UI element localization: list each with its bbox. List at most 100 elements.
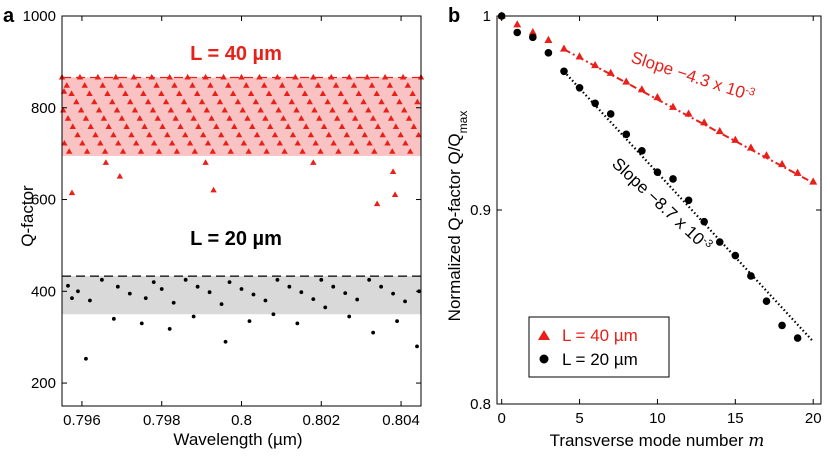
point-l40	[195, 123, 202, 130]
point-l40	[366, 139, 373, 146]
point-l40	[217, 131, 225, 138]
legend-triangle-icon	[538, 330, 550, 340]
panel-a: a 0.796 0.798 0.8 0.802 0.804 200 400 600 800 100…	[3, 5, 425, 449]
point-l40	[234, 98, 242, 105]
point-b-l40	[591, 60, 600, 69]
point-l40	[288, 98, 295, 105]
point-l40	[164, 131, 171, 138]
point-l40	[384, 139, 391, 146]
point-l40	[229, 90, 237, 96]
point-l40	[81, 82, 88, 88]
point-l40	[243, 82, 250, 88]
axes-a-ticks: 0.796 0.798 0.8 0.802 0.804 200 400 600 800 1000	[23, 8, 421, 429]
xtick-label-b: 5	[575, 410, 583, 427]
ylabel-b-text: Normalized Q-factor Q/Q	[445, 133, 464, 321]
point-l40	[116, 172, 124, 179]
xtick-label-a: 0.8	[231, 412, 252, 429]
point-l40	[122, 90, 129, 96]
point-b-l40	[559, 44, 568, 52]
point-l40	[118, 115, 126, 121]
point-b-l20	[653, 168, 662, 176]
point-l40	[135, 82, 142, 88]
point-l40	[190, 115, 197, 121]
point-l40	[221, 106, 228, 113]
point-l40	[355, 90, 362, 96]
point-b-l20	[529, 33, 537, 42]
point-l40	[302, 123, 310, 130]
point-l20	[167, 327, 172, 331]
band-l20	[62, 276, 421, 315]
ylabel-b-sub: max	[456, 111, 470, 134]
point-l40	[399, 73, 407, 80]
point-l40	[293, 106, 300, 113]
point-l40	[280, 115, 287, 121]
point-l20	[247, 319, 252, 324]
point-l40	[262, 115, 269, 121]
point-l40	[281, 148, 288, 154]
point-l40	[113, 106, 121, 113]
point-b-l40	[715, 126, 724, 135]
xtick-label-a: 0.798	[143, 412, 181, 429]
point-l40	[231, 123, 238, 130]
point-l20	[347, 314, 352, 319]
point-l20	[159, 287, 164, 291]
point-l40	[91, 98, 98, 105]
point-l40	[82, 115, 90, 121]
point-b-l20	[715, 238, 724, 246]
point-b-l20	[778, 321, 786, 330]
point-l40	[185, 106, 193, 113]
point-l20	[207, 290, 212, 295]
point-l40	[128, 131, 135, 138]
point-l40	[140, 90, 147, 96]
point-l40	[167, 106, 175, 113]
fit-label-l40: Slope −4.3 x 10-3	[629, 48, 757, 106]
point-l20	[275, 277, 280, 282]
point-l40	[191, 148, 199, 154]
point-b-l40	[544, 35, 553, 43]
point-b-l40	[513, 20, 522, 28]
point-b-l40	[809, 177, 818, 185]
point-l40	[410, 123, 418, 130]
point-l40	[373, 200, 381, 207]
point-b-l40	[746, 143, 755, 151]
point-l40	[92, 131, 99, 138]
point-l40	[149, 106, 157, 113]
point-l40	[258, 139, 266, 146]
point-l20	[99, 277, 104, 282]
point-l40	[203, 106, 210, 113]
point-l40	[249, 123, 256, 130]
point-l40	[252, 98, 260, 105]
point-l40	[198, 98, 206, 105]
point-b-l40	[731, 135, 740, 143]
point-l40	[256, 73, 263, 80]
point-l40	[245, 148, 252, 154]
point-l40	[373, 90, 380, 96]
point-l40	[194, 90, 201, 96]
panel-b: b 0 5 10 15 20 0.8 0.9 1 Slope −4.3 x 10-3 Slop…	[445, 5, 822, 451]
point-l40	[298, 115, 305, 121]
point-l40	[207, 82, 214, 88]
point-l40	[158, 90, 165, 96]
point-l20	[371, 330, 376, 335]
point-l20	[415, 344, 419, 349]
point-l40	[334, 115, 341, 121]
point-l20	[151, 280, 156, 285]
point-b-l20	[684, 196, 693, 205]
ytick-label-a: 1000	[23, 8, 56, 25]
point-b-l20	[731, 251, 740, 260]
point-b-l20	[575, 83, 584, 92]
point-l40	[274, 73, 281, 80]
point-l40	[296, 82, 304, 88]
point-l40	[317, 148, 324, 154]
point-l40	[405, 115, 413, 121]
point-l20	[403, 299, 407, 304]
point-b-l20	[669, 175, 677, 183]
point-b-l40	[793, 168, 802, 176]
point-l40	[346, 73, 353, 80]
xtick-label-b: 0	[498, 410, 506, 427]
point-l40	[173, 148, 181, 154]
point-l40	[150, 139, 158, 146]
point-b-l40	[684, 109, 693, 117]
points-l20	[66, 277, 421, 361]
